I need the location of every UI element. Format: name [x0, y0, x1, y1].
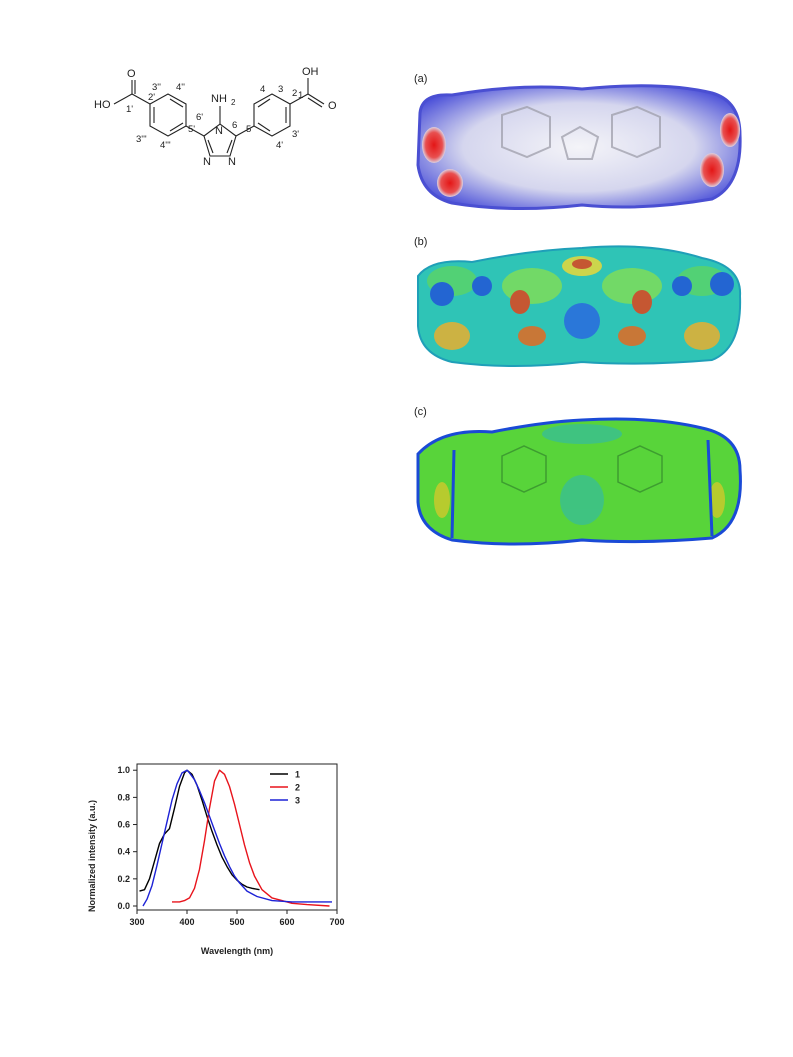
- pos-6: 6: [232, 120, 237, 131]
- legend-label-3: 3: [295, 796, 300, 806]
- left-benzene-ring: [149, 93, 187, 137]
- pos-4p: 4': [276, 140, 283, 151]
- triazole-ring: [203, 123, 237, 157]
- x-axis-label: Wavelength (nm): [201, 946, 273, 956]
- amine-label: NH: [211, 93, 227, 105]
- legend-label-2: 2: [295, 783, 300, 793]
- triazole-n1: N: [215, 125, 223, 137]
- right-benzene-ring: [253, 93, 291, 137]
- triazole-n-left: N: [203, 156, 211, 168]
- pos-3p: 3': [292, 129, 299, 140]
- x-tick-label: 700: [329, 917, 344, 927]
- pos-3ppp: 3''': [136, 134, 147, 145]
- pos-5p: 5': [188, 124, 195, 135]
- pos-1: 1: [298, 90, 303, 101]
- pos-6p: 6': [196, 112, 203, 123]
- molecule-structure: O HO O OH NH 2 N N N 1 1' 2 2' 3 3' 3'' …: [94, 66, 337, 168]
- series-2-line: [172, 769, 330, 907]
- left-hydroxyl: HO: [94, 99, 111, 111]
- legend-label-1: 1: [295, 770, 300, 780]
- x-tick-label: 300: [129, 917, 144, 927]
- y-tick-label: 1.0: [117, 765, 130, 775]
- left-carbonyl-o: O: [127, 68, 136, 80]
- pos-2: 2: [292, 88, 297, 99]
- y-tick-label: 0.0: [117, 901, 130, 911]
- panel-c-label: (c): [414, 406, 427, 418]
- x-tick-label: 600: [279, 917, 294, 927]
- pos-4: 4: [260, 84, 265, 95]
- series-layer: [139, 769, 332, 907]
- right-hydroxyl: OH: [302, 66, 319, 78]
- y-tick-label: 0.2: [117, 874, 130, 884]
- panel-a-label: (a): [414, 73, 428, 85]
- pos-3pp: 3'': [152, 82, 161, 93]
- plot-frame: [136, 763, 338, 911]
- x-tick-label: 500: [229, 917, 244, 927]
- pos-3: 3: [278, 84, 283, 95]
- panel-b-surface-image: [417, 245, 742, 367]
- series-3-line: [142, 769, 332, 907]
- right-carbonyl-o: O: [328, 100, 337, 112]
- amine-subscript: 2: [231, 98, 236, 107]
- emission-spectrum-chart: 300 400 500 600 700 0.0 0.2 0.4 0.6 0.8 1.0 1 2 3 Wa…: [87, 763, 345, 956]
- y-axis-label: Normalized intensity (a.u.): [87, 800, 97, 912]
- panel-b-label: (b): [414, 236, 428, 248]
- panel-a-surface-image: [416, 84, 742, 211]
- chart-axes: 300 400 500 600 700 0.0 0.2 0.4 0.6 0.8 1.0: [117, 763, 345, 927]
- y-tick-label: 0.8: [117, 792, 130, 802]
- y-tick-label: 0.4: [117, 847, 130, 857]
- panel-c-surface-image: [416, 417, 742, 546]
- pos-5: 5: [246, 124, 251, 135]
- x-tick-label: 400: [179, 917, 194, 927]
- pos-4pp: 4'': [176, 82, 185, 93]
- triazole-n-right: N: [228, 156, 236, 168]
- pos-1p: 1': [126, 104, 133, 115]
- pos-2p: 2': [148, 92, 155, 103]
- pos-4ppp: 4''': [160, 140, 171, 151]
- y-tick-label: 0.6: [117, 820, 130, 830]
- chart-legend: 1 2 3: [270, 770, 300, 806]
